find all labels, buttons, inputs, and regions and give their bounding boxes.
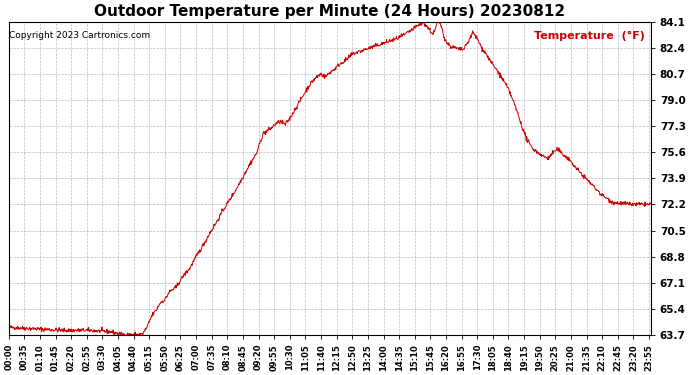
Text: Copyright 2023 Cartronics.com: Copyright 2023 Cartronics.com <box>9 31 150 40</box>
Text: Temperature  (°F): Temperature (°F) <box>533 31 644 41</box>
Title: Outdoor Temperature per Minute (24 Hours) 20230812: Outdoor Temperature per Minute (24 Hours… <box>94 4 565 19</box>
